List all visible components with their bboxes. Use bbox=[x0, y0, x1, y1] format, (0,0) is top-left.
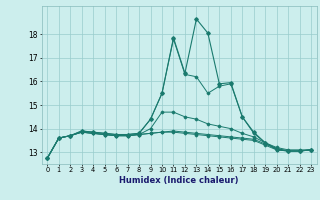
X-axis label: Humidex (Indice chaleur): Humidex (Indice chaleur) bbox=[119, 176, 239, 185]
